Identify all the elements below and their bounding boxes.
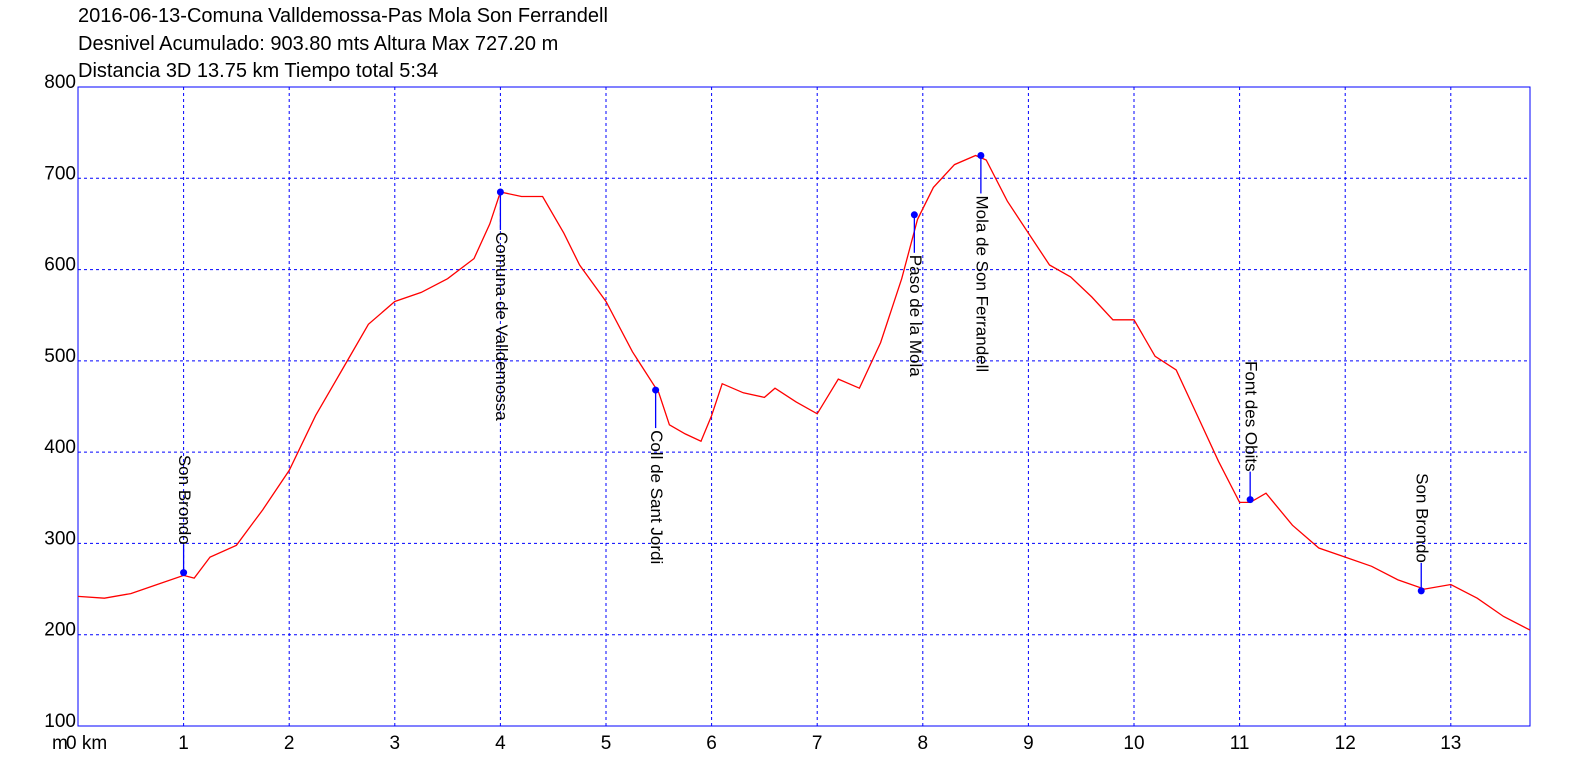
waypoint: [1417, 587, 1425, 595]
waypoint-label: Comuna de Valldemossa: [492, 232, 511, 421]
waypoint-label: Paso de la Mola: [906, 255, 925, 377]
waypoint: [910, 211, 918, 219]
x-tick-label: 9: [1023, 733, 1034, 754]
waypoint: [652, 386, 660, 394]
x-tick-label: 2: [284, 733, 295, 754]
x-tick-label: 4: [495, 733, 506, 754]
waypoint-label: Son Brondo: [1413, 473, 1432, 563]
waypoint: [1246, 496, 1254, 504]
x-tick-label: 0 km: [66, 733, 107, 754]
y-tick-label: 100: [44, 711, 76, 732]
waypoint-label: Mola de Son Ferrandell: [972, 195, 991, 372]
x-tick-label: 1: [178, 733, 189, 754]
x-tick-label: 8: [918, 733, 929, 754]
waypoint-label: Coll de Sant Jordi: [647, 430, 666, 564]
y-unit: m: [52, 733, 68, 754]
x-tick-label: 12: [1335, 733, 1356, 754]
elevation-line: [77, 154, 1531, 631]
waypoint: [496, 188, 504, 196]
title-line: 2016-06-13-Comuna Valldemossa-Pas Mola S…: [78, 5, 608, 27]
waypoint: [180, 569, 188, 577]
y-tick-label: 600: [44, 255, 76, 276]
y-tick-label: 200: [44, 620, 76, 641]
waypoint-label: Son Brondo: [175, 455, 194, 545]
waypoint-label: Font des Obits: [1242, 361, 1261, 472]
y-tick-label: 400: [44, 437, 76, 458]
x-tick-label: 7: [812, 733, 823, 754]
plot-frame: [77, 86, 1531, 727]
x-tick-label: 5: [601, 733, 612, 754]
y-tick-label: 800: [44, 72, 76, 93]
x-tick-label: 13: [1440, 733, 1461, 754]
x-tick-label: 11: [1230, 733, 1250, 754]
y-tick-label: 500: [44, 346, 76, 367]
title-line: Desnivel Acumulado: 903.80 mts Altura Ma…: [78, 33, 558, 55]
y-tick-label: 300: [44, 528, 76, 549]
title-line: Distancia 3D 13.75 km Tiempo total 5:34: [78, 60, 438, 82]
x-tick-label: 6: [706, 733, 717, 754]
waypoint: [977, 151, 985, 159]
x-tick-label: 10: [1123, 733, 1144, 754]
x-tick-label: 3: [390, 733, 401, 754]
y-tick-label: 700: [44, 163, 76, 184]
